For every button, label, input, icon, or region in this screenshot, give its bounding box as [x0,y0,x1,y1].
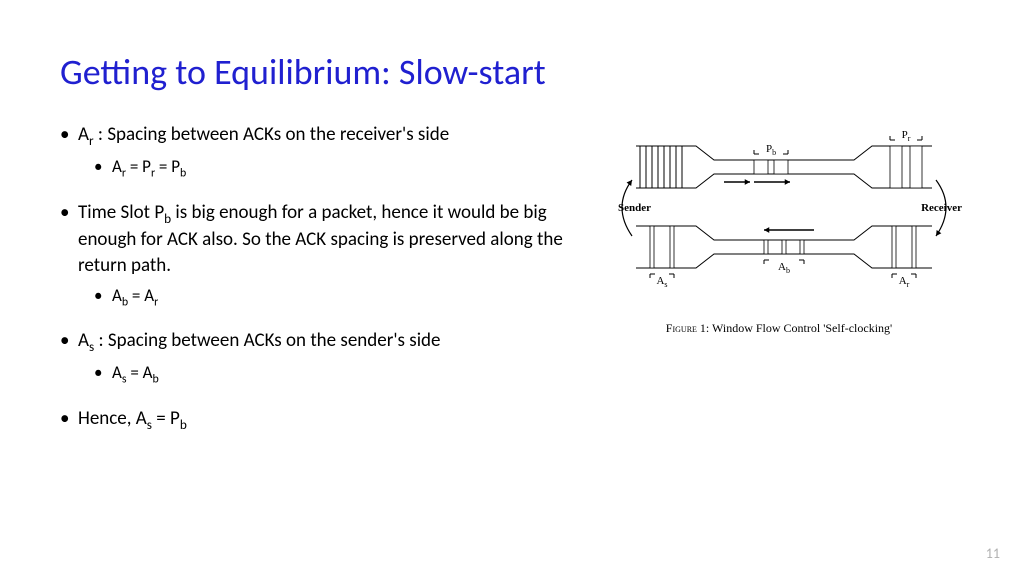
figure-column: Pb Pr Ab As Ar Sender Receiver Figure 1: Windo… [584,122,964,452]
bullet-text: Ar : Spacing between ACKs on the receive… [78,123,449,146]
svg-text:Pb: Pb [766,143,776,157]
bullet-text: As : Spacing between ACKs on the sender'… [78,329,441,352]
sub-bullet-item: Ab = Ar [94,285,584,311]
slide-title: Getting to Equilibrium: Slow-start [60,50,964,94]
svg-text:Ar: Ar [899,275,910,289]
bullet-text: Time Slot Pb is big enough for a packet,… [78,201,563,277]
svg-text:Sender: Sender [618,202,651,214]
svg-text:Receiver: Receiver [921,202,962,214]
figure-caption-prefix: Figure 1: [666,321,709,335]
sub-bullet-list: Ar = Pr = Pb [78,156,584,182]
sub-bullet-list: As = Ab [78,362,584,388]
svg-text:As: As [656,275,667,289]
content-row: Ar : Spacing between ACKs on the receive… [60,122,964,452]
slide: Getting to Equilibrium: Slow-start Ar : … [0,0,1024,576]
bullet-item: Time Slot Pb is big enough for a packet,… [60,200,584,311]
sub-bullet-item: As = Ab [94,362,584,388]
text-column: Ar : Spacing between ACKs on the receive… [60,122,584,452]
figure-caption: Figure 1: Window Flow Control 'Self-cloc… [594,321,964,336]
page-number: 11 [986,545,1000,562]
svg-text:Pr: Pr [902,129,911,143]
sub-bullet-item: Ar = Pr = Pb [94,156,584,182]
figure-caption-text: Window Flow Control 'Self-clocking' [709,321,892,335]
bullet-list: Ar : Spacing between ACKs on the receive… [60,122,584,434]
self-clocking-diagram: Pb Pr Ab As Ar Sender Receiver [594,122,974,312]
svg-text:Ab: Ab [778,261,790,275]
bullet-text: Hence, As = Pb [78,407,187,430]
bullet-item: Hence, As = Pb [60,406,584,434]
sub-bullet-list: Ab = Ar [78,285,584,311]
bullet-item: As : Spacing between ACKs on the sender'… [60,328,584,388]
bullet-item: Ar : Spacing between ACKs on the receive… [60,122,584,182]
